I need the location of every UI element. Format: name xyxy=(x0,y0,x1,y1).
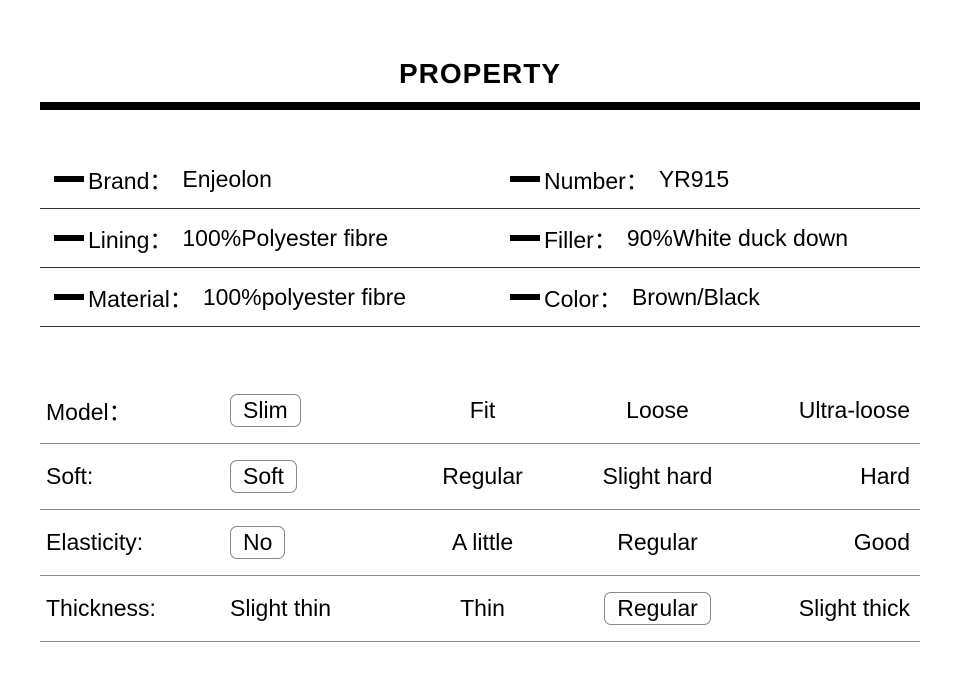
attr-option: Hard xyxy=(745,460,920,493)
spec-cell: Number： YR915 xyxy=(480,162,920,196)
spec-row: Material： 100%polyester fibre Color： Bro… xyxy=(40,268,920,327)
attr-label: Model： xyxy=(40,393,220,427)
attr-option-label: Loose xyxy=(626,397,689,424)
spec-value: 100%polyester fibre xyxy=(203,284,406,311)
title-underline xyxy=(40,102,920,110)
dash-icon xyxy=(510,176,540,182)
spec-label: Lining： xyxy=(88,221,172,255)
attr-row: Elasticity: No A little Regular Good xyxy=(40,510,920,576)
attr-row: Soft: Soft Regular Slight hard Hard xyxy=(40,444,920,510)
attr-option: Regular xyxy=(570,526,745,559)
attr-option: Regular xyxy=(570,592,745,625)
spec-value: YR915 xyxy=(659,166,729,193)
spec-label: Brand： xyxy=(88,162,172,196)
attr-row: Model： Slim Fit Loose Ultra-loose xyxy=(40,377,920,444)
attr-option-label: Slight hard xyxy=(603,463,713,490)
property-card: PROPERTY Brand： Enjeolon Number： YR915 L… xyxy=(0,0,960,687)
spec-cell: Lining： 100%Polyester fibre xyxy=(40,221,480,255)
attr-option: Slight thick xyxy=(745,592,920,625)
spec-value: Brown/Black xyxy=(632,284,760,311)
attr-option: Fit xyxy=(395,394,570,427)
attributes-table: Model： Slim Fit Loose Ultra-loose Soft: Soft Re… xyxy=(40,327,920,642)
attr-option: Slight hard xyxy=(570,460,745,493)
dash-icon xyxy=(54,176,84,182)
spec-row: Brand： Enjeolon Number： YR915 xyxy=(40,150,920,209)
attr-option: A little xyxy=(395,526,570,559)
spec-value: Enjeolon xyxy=(182,166,272,193)
spec-cell: Brand： Enjeolon xyxy=(40,162,480,196)
attr-options: Soft Regular Slight hard Hard xyxy=(220,460,920,493)
attr-label: Thickness: xyxy=(40,595,220,622)
attr-option: Ultra-loose xyxy=(745,394,920,427)
spec-row: Lining： 100%Polyester fibre Filler： 90%W… xyxy=(40,209,920,268)
attr-option-label: Regular xyxy=(604,592,711,625)
dash-icon xyxy=(54,294,84,300)
dash-icon xyxy=(510,235,540,241)
dash-icon xyxy=(54,235,84,241)
page-title: PROPERTY xyxy=(0,0,960,102)
attr-label: Soft: xyxy=(40,463,220,490)
attr-option-label: A little xyxy=(452,529,513,556)
attr-option-label: Good xyxy=(854,529,910,556)
attr-row: Thickness:Slight thinThinRegularSlight t… xyxy=(40,576,920,642)
spec-label: Material： xyxy=(88,280,193,314)
attr-option: Slim xyxy=(220,394,395,427)
attr-option-label: Regular xyxy=(442,463,523,490)
attr-options: Slight thin Thin Regular Slight thick xyxy=(220,592,920,625)
attr-option-label: Ultra-loose xyxy=(799,397,910,424)
attr-option-label: Hard xyxy=(860,463,910,490)
attr-option: Slight thin xyxy=(220,592,395,625)
attr-option: Loose xyxy=(570,394,745,427)
spec-value: 90%White duck down xyxy=(627,225,848,252)
spec-label: Filler： xyxy=(544,221,617,255)
attr-option: Soft xyxy=(220,460,395,493)
attr-option-label: Slim xyxy=(230,394,301,427)
spec-label: Number： xyxy=(544,162,649,196)
attr-options: Slim Fit Loose Ultra-loose xyxy=(220,394,920,427)
spec-cell: Color： Brown/Black xyxy=(480,280,920,314)
dash-icon xyxy=(510,294,540,300)
attr-option-label: Thin xyxy=(460,595,505,622)
attr-option: Thin xyxy=(395,592,570,625)
attr-option-label: Soft xyxy=(230,460,297,493)
attr-option-label: Slight thick xyxy=(799,595,910,622)
spec-label: Color： xyxy=(544,280,622,314)
attr-option: Good xyxy=(745,526,920,559)
spec-cell: Filler： 90%White duck down xyxy=(480,221,920,255)
attr-option-label: Fit xyxy=(470,397,496,424)
attr-label: Elasticity: xyxy=(40,529,220,556)
spec-cell: Material： 100%polyester fibre xyxy=(40,280,480,314)
attr-option: Regular xyxy=(395,460,570,493)
attr-option-label: Regular xyxy=(617,529,698,556)
attr-option-label: No xyxy=(230,526,285,559)
attr-option-label: Slight thin xyxy=(230,595,331,622)
spec-value: 100%Polyester fibre xyxy=(182,225,388,252)
specs-table: Brand： Enjeolon Number： YR915 Lining： 10… xyxy=(40,110,920,327)
attr-options: No A little Regular Good xyxy=(220,526,920,559)
attr-option: No xyxy=(220,526,395,559)
